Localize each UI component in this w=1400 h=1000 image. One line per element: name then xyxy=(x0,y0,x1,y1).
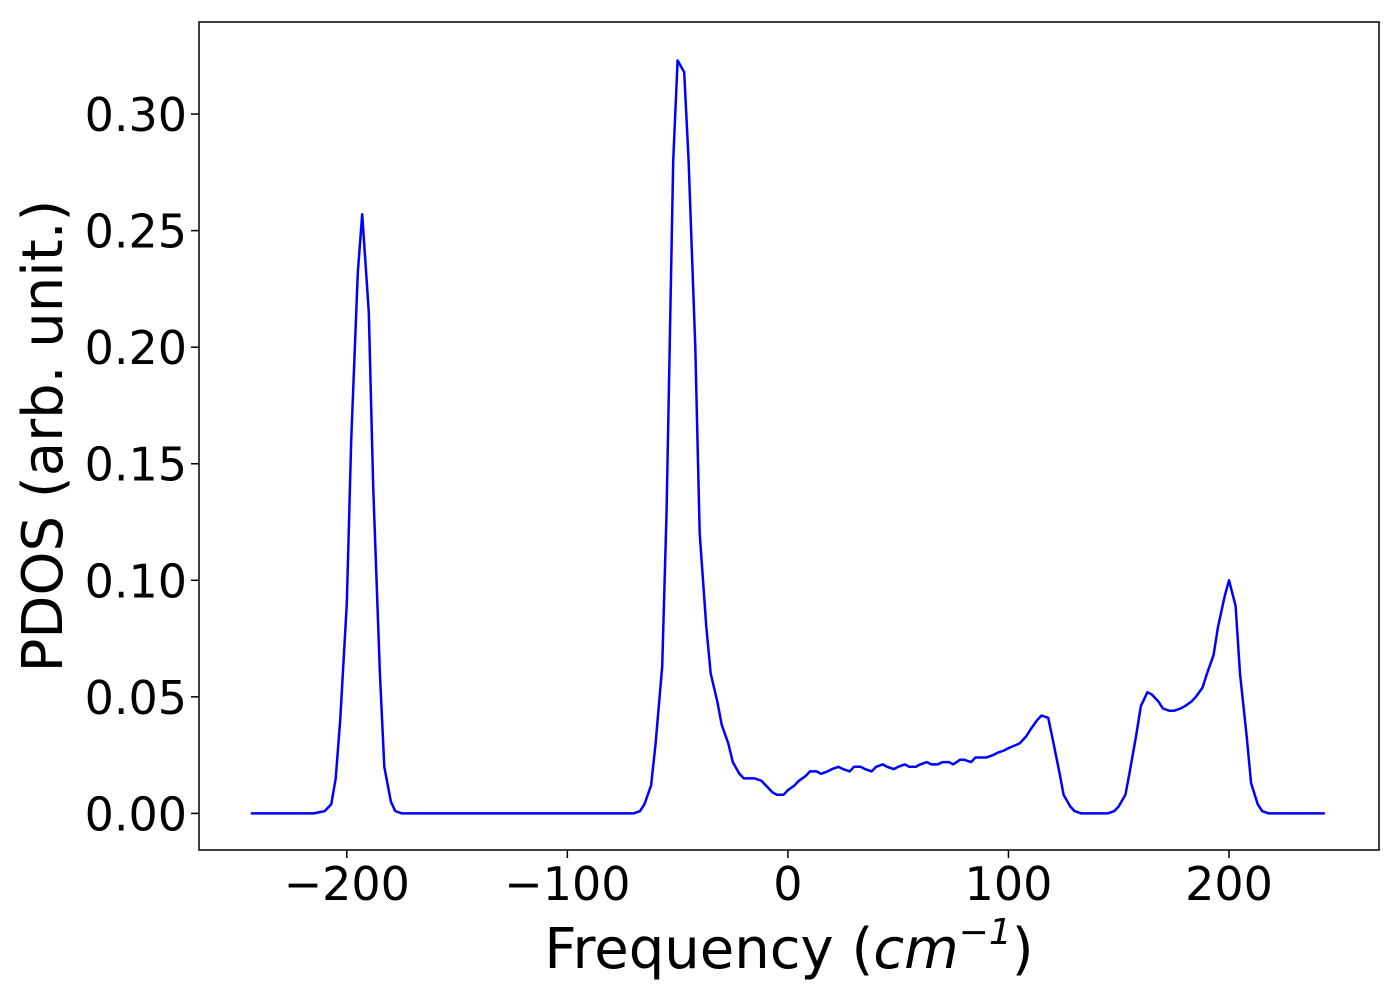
x-tick-label: −100 xyxy=(504,857,630,911)
y-tick-label: 0.00 xyxy=(85,787,187,841)
y-tick-label: 0.20 xyxy=(85,321,187,375)
x-axis-title-suffix: ) xyxy=(1012,917,1034,982)
plot-area-frame xyxy=(198,21,1380,851)
y-tick-label: 0.25 xyxy=(85,205,187,259)
x-tick-label: −200 xyxy=(284,857,410,911)
x-axis-title-prefix: Frequency ( xyxy=(544,917,873,982)
x-axis-title: Frequency (cm−1) xyxy=(544,912,1033,982)
series-line-0 xyxy=(250,59,1326,815)
y-tick-label: 0.05 xyxy=(85,671,187,725)
series-layer xyxy=(250,59,1326,815)
y-axis-title: PDOS (arb. unit.) xyxy=(11,200,76,673)
x-tick-label: 0 xyxy=(773,857,802,911)
y-tick-label: 0.10 xyxy=(85,554,187,608)
x-axis-title-unit: cm xyxy=(873,917,958,982)
y-tick-label: 0.30 xyxy=(85,88,187,142)
x-axis-ticks: −200 −100 0 100 200 xyxy=(284,850,1273,911)
y-axis-ticks: 0.00 0.05 0.10 0.15 0.20 0.25 0.30 xyxy=(85,88,199,841)
x-tick-label: 100 xyxy=(965,857,1053,911)
y-tick-label: 0.15 xyxy=(85,438,187,492)
x-tick-label: 200 xyxy=(1185,857,1273,911)
x-axis-title-exponent: −1 xyxy=(959,912,1012,953)
